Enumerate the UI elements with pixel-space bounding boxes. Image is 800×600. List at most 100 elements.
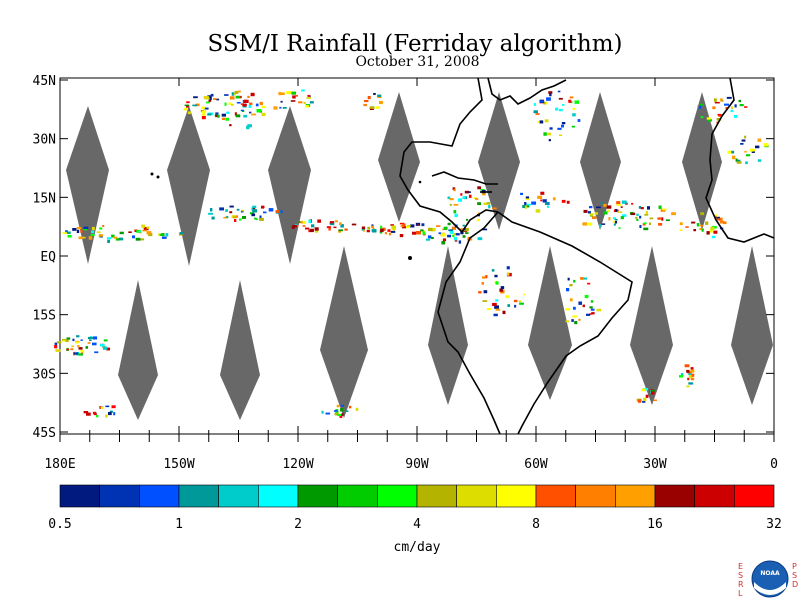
- rain-cell: [491, 269, 495, 272]
- rain-cell: [192, 104, 198, 107]
- rain-cell: [547, 132, 552, 136]
- rain-cell: [454, 240, 458, 242]
- rain-cell: [255, 103, 259, 107]
- lon-label: 60W: [524, 457, 548, 472]
- rain-cell: [240, 210, 244, 213]
- rain-cell: [204, 96, 210, 100]
- rain-cell: [738, 99, 742, 103]
- rain-cell: [224, 102, 227, 106]
- rain-cell: [243, 114, 248, 118]
- rain-cell: [226, 111, 230, 114]
- rain-cell: [261, 105, 266, 108]
- rain-cell: [613, 223, 616, 226]
- rain-cell: [251, 113, 257, 116]
- map-axes: 45N 30N 15N EQ 15S 30S 45S 180E 150W 120W 90W 60W 30…: [33, 74, 778, 472]
- swath-gap: [630, 246, 673, 405]
- rain-cell: [67, 235, 72, 238]
- rain-cell: [745, 161, 748, 165]
- rain-cell: [261, 205, 264, 209]
- rain-cell: [101, 406, 104, 409]
- rain-cell: [565, 308, 571, 311]
- rain-cell: [464, 227, 469, 232]
- rain-cell: [574, 100, 579, 104]
- rain-cell: [690, 367, 694, 370]
- rain-cell: [99, 227, 103, 230]
- rain-cell: [132, 235, 136, 239]
- rain-cell: [292, 95, 296, 99]
- rain-cell: [518, 300, 522, 303]
- rain-cell: [686, 385, 690, 388]
- rain-cell: [307, 94, 311, 97]
- rain-cell: [236, 102, 241, 104]
- rain-cell: [86, 412, 91, 416]
- rain-cell: [648, 222, 651, 226]
- colorbar-tick-label: 32: [766, 517, 782, 532]
- rain-cell: [248, 105, 252, 108]
- rain-cell: [727, 150, 732, 154]
- rain-cell: [449, 230, 454, 234]
- swath-gap: [220, 280, 260, 420]
- rain-cell: [495, 299, 499, 302]
- rain-cell: [387, 229, 391, 232]
- swath-gap: [580, 92, 621, 230]
- rain-cell: [119, 237, 124, 241]
- rain-cell: [203, 107, 209, 110]
- rain-cell: [229, 211, 233, 214]
- rain-cell: [70, 348, 74, 351]
- rain-cell: [425, 238, 431, 241]
- rain-cell: [229, 96, 235, 100]
- rain-cell: [213, 98, 217, 100]
- rain-cell: [701, 228, 704, 232]
- rain-cell: [417, 223, 420, 226]
- rain-cell: [379, 100, 383, 105]
- rain-cell: [679, 375, 683, 378]
- swath-gap: [528, 246, 572, 400]
- rain-cell: [589, 306, 593, 309]
- rain-cell: [254, 217, 257, 220]
- rain-cell: [739, 104, 744, 107]
- rain-cell: [80, 339, 83, 341]
- rain-cell: [679, 229, 683, 231]
- rain-cell: [87, 342, 91, 344]
- rain-cell: [339, 414, 343, 418]
- rain-cell: [66, 337, 71, 340]
- rain-cell: [334, 220, 338, 223]
- lon-label: 90W: [405, 457, 429, 472]
- rain-cell: [468, 194, 472, 198]
- rain-cell: [338, 229, 344, 232]
- rain-cell: [380, 225, 383, 229]
- rain-cell: [653, 399, 657, 402]
- rain-cell: [83, 228, 88, 231]
- rain-cell: [314, 230, 319, 233]
- rain-cell: [645, 394, 649, 398]
- rain-cell: [587, 211, 591, 214]
- swath-gap: [167, 106, 210, 266]
- rain-cell: [744, 106, 748, 108]
- rain-cell: [755, 145, 760, 149]
- rain-cell: [589, 313, 593, 315]
- rain-cell: [105, 405, 110, 408]
- rain-cell: [578, 301, 583, 305]
- rain-cell: [340, 404, 345, 407]
- rain-cell: [330, 221, 335, 224]
- rain-cell: [251, 213, 256, 217]
- rain-cell: [474, 198, 479, 200]
- rain-cell: [507, 304, 511, 307]
- swath-gap: [682, 92, 722, 230]
- rain-cell: [183, 107, 188, 111]
- rain-cell: [345, 410, 349, 413]
- rain-cell: [102, 225, 105, 227]
- rain-cell: [201, 110, 207, 113]
- rain-cell: [552, 197, 556, 201]
- rain-cell: [78, 353, 83, 356]
- rain-cell: [138, 230, 141, 233]
- rain-cell: [570, 298, 573, 302]
- rain-cell: [105, 414, 108, 418]
- rain-cell: [90, 234, 95, 236]
- rain-cell: [537, 195, 543, 199]
- rain-cell: [371, 225, 374, 229]
- rain-cell: [480, 188, 485, 191]
- rain-cell: [340, 224, 344, 228]
- colorbar-swatch: [377, 484, 418, 508]
- colorbar-tick-label: 4: [413, 517, 421, 532]
